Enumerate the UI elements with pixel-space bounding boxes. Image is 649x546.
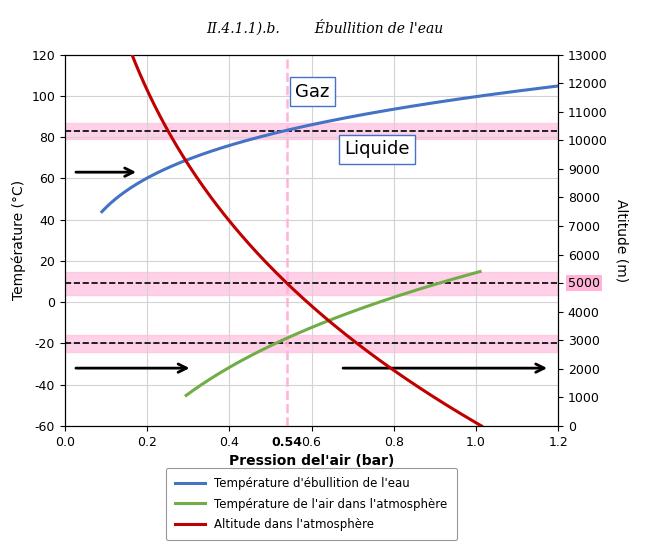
Température d'ébullition de l'eau: [482, 92, 490, 98]
Température de l'air dans l'atmosphère: [464, 271, 472, 278]
Altitude dans l'atmosphère: [334, 325, 342, 332]
Legend: Température d'ébullition de l'eau, Température de l'air dans l'atmosphère, Altit: Température d'ébullition de l'eau, Tempé…: [166, 468, 457, 540]
Bar: [65, 123, 558, 139]
Température de l'air dans l'atmosphère: [386, 295, 393, 302]
Text: Gaz: Gaz: [295, 83, 330, 100]
Température de l'air dans l'atmosphère: [476, 268, 484, 275]
Altitude dans l'atmosphère: [336, 326, 343, 333]
Température d'ébullition de l'eau: [511, 88, 519, 94]
Altitude dans l'atmosphère: [478, 423, 485, 429]
Température d'ébullition de l'eau: [370, 109, 378, 116]
Température d'ébullition de l'eau: [98, 209, 106, 215]
Line: Altitude dans l'atmosphère: Altitude dans l'atmosphère: [130, 51, 482, 426]
Text: 5000: 5000: [568, 277, 600, 289]
Text: 0.54: 0.54: [271, 436, 302, 449]
Bar: [65, 335, 558, 352]
Température d'ébullition de l'eau: [368, 110, 376, 116]
Bar: [65, 272, 558, 294]
Température d'ébullition de l'eau: [99, 207, 107, 213]
Altitude dans l'atmosphère: [445, 403, 452, 410]
Altitude dans l'atmosphère: [127, 48, 134, 55]
Text: II.4.1.1).b.        Ébullition de l'eau: II.4.1.1).b. Ébullition de l'eau: [206, 19, 443, 35]
Altitude dans l'atmosphère: [341, 331, 349, 337]
Température de l'air dans l'atmosphère: [230, 361, 238, 367]
Température de l'air dans l'atmosphère: [352, 307, 360, 313]
Line: Température de l'air dans l'atmosphère: Température de l'air dans l'atmosphère: [186, 271, 480, 395]
Température de l'air dans l'atmosphère: [304, 326, 312, 333]
Line: Température d'ébullition de l'eau: Température d'ébullition de l'eau: [102, 86, 558, 212]
Text: Liquide: Liquide: [345, 140, 410, 158]
Altitude dans l'atmosphère: [128, 51, 136, 58]
Température d'ébullition de l'eau: [554, 82, 562, 89]
X-axis label: Pression del'air (bar): Pression del'air (bar): [229, 454, 394, 468]
Altitude dans l'atmosphère: [422, 389, 430, 395]
Y-axis label: Température (°C): Température (°C): [11, 180, 26, 300]
Température de l'air dans l'atmosphère: [300, 327, 308, 334]
Température de l'air dans l'atmosphère: [182, 392, 190, 399]
Température d'ébullition de l'eau: [377, 108, 385, 115]
Y-axis label: Altitude (m): Altitude (m): [615, 199, 629, 282]
